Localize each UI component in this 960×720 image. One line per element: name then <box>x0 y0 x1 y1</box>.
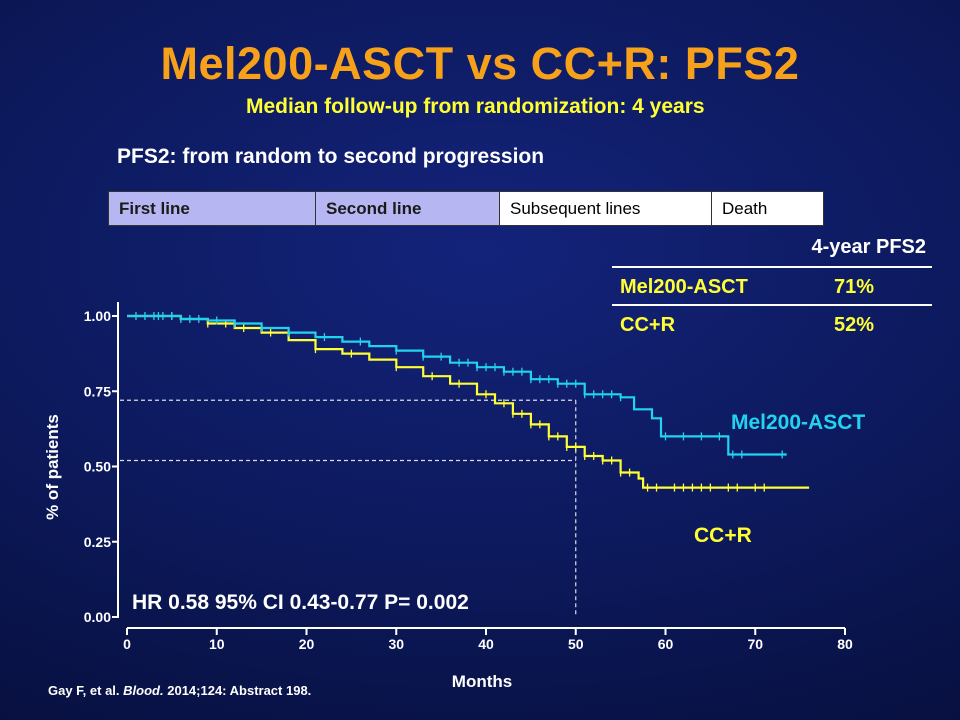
treatment-phase-bar: First line Second line Subsequent lines … <box>108 191 824 226</box>
chart-axes: 0.00 0.25 0.50 0.75 1.00 0 10 20 30 40 50 60 70 80 <box>84 302 853 652</box>
x-tick-label: 70 <box>747 636 763 652</box>
x-tick-label: 10 <box>209 636 225 652</box>
series-layer <box>127 312 810 492</box>
pfs2-value-mel200: 71% <box>834 276 875 298</box>
pfs2-table-row-ccr: CC+R 52% <box>612 306 932 344</box>
y-tick-label: 0.00 <box>84 609 111 625</box>
pfs2-results-table: 4-year PFS2 Mel200-ASCT 71% CC+R 52% <box>612 230 932 344</box>
x-axis-label: Months <box>452 672 512 691</box>
y-tick-label: 0.50 <box>84 459 111 475</box>
arm-label-mel200: Mel200-ASCT <box>620 276 748 298</box>
citation-journal: Blood. <box>123 683 164 698</box>
y-axis-label: % of patients <box>43 414 62 520</box>
series-label-ccr: CC+R <box>694 524 752 547</box>
series-label-mel200: Mel200-ASCT <box>731 411 865 434</box>
hazard-ratio-annotation: HR 0.58 95% CI 0.43-0.77 P= 0.002 <box>132 591 469 614</box>
pfs2-definition: PFS2: from random to second progression <box>117 145 545 168</box>
series-line-mel200 <box>127 314 787 456</box>
citation: Gay F, et al. Blood. 2014;124: Abstract … <box>48 683 311 698</box>
x-tick-label: 80 <box>837 636 853 652</box>
x-tick-label: 50 <box>568 636 584 652</box>
x-tick-label: 60 <box>658 636 674 652</box>
pfs2-table-header-row: 4-year PFS2 <box>612 230 932 268</box>
citation-authors: Gay F, et al. <box>48 683 120 698</box>
arm-label-ccr: CC+R <box>620 314 676 336</box>
x-tick-label: 20 <box>299 636 315 652</box>
pfs2-value-ccr: 52% <box>834 314 875 336</box>
y-tick-label: 1.00 <box>84 308 111 324</box>
citation-details: 2014;124: Abstract 198. <box>167 683 312 698</box>
x-tick-label: 40 <box>478 636 494 652</box>
x-tick-label: 30 <box>388 636 404 652</box>
phase-first-line: First line <box>109 192 316 225</box>
series-line-ccr <box>127 314 810 489</box>
phase-subsequent-lines: Subsequent lines <box>500 192 712 225</box>
pfs2-table-row-mel200: Mel200-ASCT 71% <box>612 268 932 306</box>
reference-lines <box>120 399 577 617</box>
x-tick-label: 0 <box>123 636 131 652</box>
phase-second-line: Second line <box>316 192 500 225</box>
slide-subtitle: Median follow-up from randomization: 4 y… <box>246 95 705 118</box>
y-tick-label: 0.75 <box>84 383 111 399</box>
y-tick-label: 0.25 <box>84 534 111 550</box>
phase-death: Death <box>722 198 768 218</box>
pfs2-table-header: 4-year PFS2 <box>811 236 926 258</box>
slide-title: Mel200-ASCT vs CC+R: PFS2 <box>160 38 800 89</box>
